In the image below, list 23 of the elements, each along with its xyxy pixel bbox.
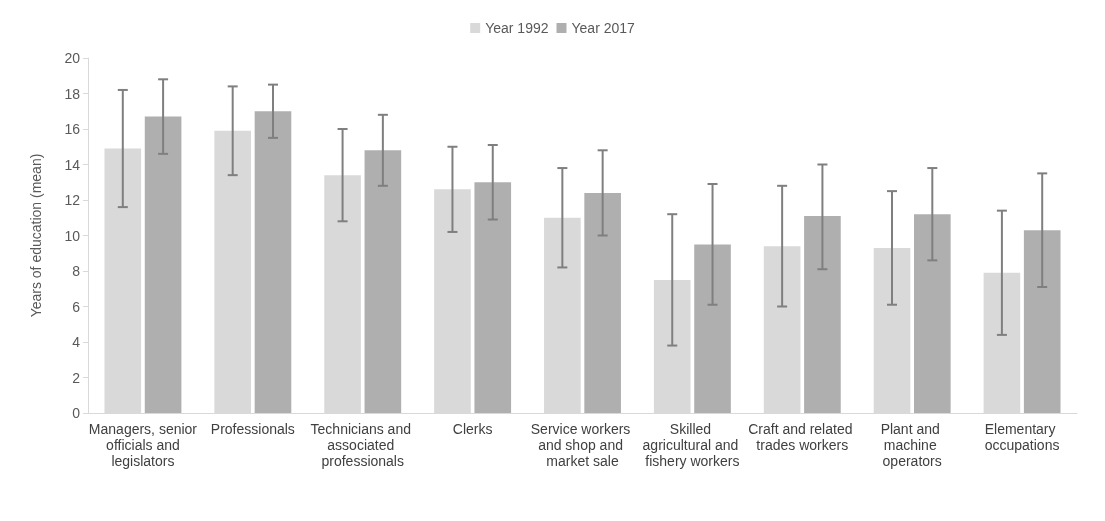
x-tick-label: Service workers and shop and market sale	[530, 421, 635, 469]
y-axis-title: Years of education (mean)	[28, 153, 44, 318]
x-tick-label: Elementary occupations	[984, 421, 1060, 453]
y-tick-label: 12	[64, 192, 81, 208]
legend-label: Year 1992	[485, 20, 549, 36]
y-tick-label: 16	[64, 121, 81, 137]
x-tick-label: Clerks	[452, 421, 493, 437]
x-tick-label: Technicians and associated professionals	[310, 421, 415, 469]
x-tick-label: Professionals	[210, 421, 295, 437]
y-tick-label: 14	[64, 156, 81, 173]
y-tick-label: 20	[64, 50, 81, 66]
y-tick-label: 6	[72, 298, 81, 315]
y-tick-label: 10	[64, 227, 81, 244]
y-tick-label: 8	[72, 263, 81, 279]
x-tick-label: Plant and machine operators	[880, 421, 944, 469]
x-tick-label: Craft and related trades workers	[748, 421, 857, 453]
x-tick-label: Managers, senior officials and legislators	[88, 421, 198, 469]
y-tick-label: 18	[64, 85, 81, 102]
legend-label: Year 2017	[571, 20, 636, 36]
y-tick-label: 2	[72, 369, 81, 386]
y-tick-label: 0	[72, 405, 81, 421]
x-tick-label: Skilled agricultural and fishery workers	[642, 421, 743, 469]
y-tick-label: 4	[72, 334, 81, 350]
